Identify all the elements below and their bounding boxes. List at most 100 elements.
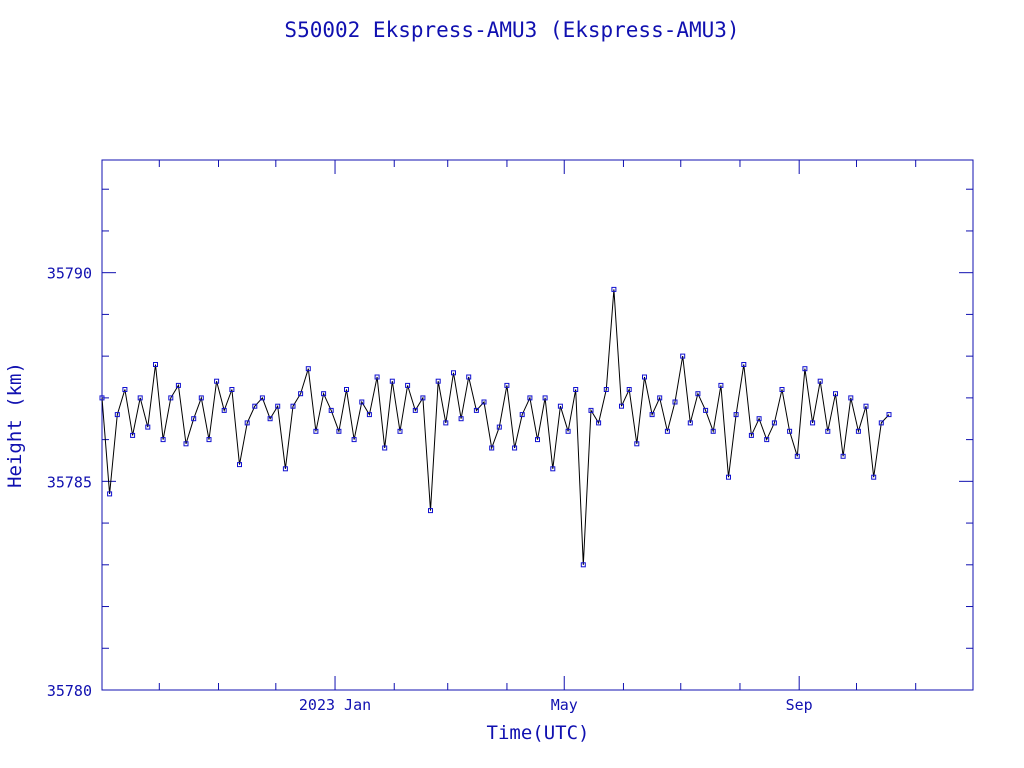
data-point <box>473 407 479 413</box>
y-tick-label: 35785 <box>47 473 92 491</box>
data-point <box>512 445 518 451</box>
y-tick-label: 35790 <box>47 265 92 283</box>
data-point <box>649 412 655 418</box>
data-point <box>573 387 579 392</box>
data-point <box>114 412 120 418</box>
data-point <box>695 391 701 397</box>
data-point <box>848 395 854 401</box>
axis-ticks <box>101 160 974 691</box>
data-point <box>519 412 525 418</box>
data-point <box>290 403 296 409</box>
data-point <box>741 362 747 367</box>
data-point <box>145 424 151 430</box>
data-point <box>611 286 617 292</box>
data-point <box>221 407 227 413</box>
data-point <box>756 416 762 422</box>
data-point <box>527 395 533 401</box>
data-point <box>833 391 838 397</box>
data-point <box>557 403 563 409</box>
data-point <box>175 382 181 388</box>
data-point <box>764 437 770 443</box>
data-point <box>130 432 136 438</box>
data-point <box>542 395 548 401</box>
data-point <box>878 420 884 426</box>
data-point <box>596 420 602 426</box>
data-point <box>733 412 739 418</box>
data-point <box>550 466 556 472</box>
x-tick-label: 2023 Jan <box>299 696 371 714</box>
data-point <box>825 428 831 434</box>
data-point <box>137 395 143 401</box>
data-point <box>504 382 510 388</box>
data-point <box>435 378 441 384</box>
data-point <box>214 378 220 384</box>
data-point <box>855 428 861 434</box>
data-point <box>153 362 158 367</box>
data-point <box>443 420 449 426</box>
data-point <box>802 366 808 372</box>
data-point <box>458 416 464 422</box>
data-point <box>298 391 304 397</box>
data-point <box>282 466 288 472</box>
data-point <box>428 508 433 514</box>
series-line <box>101 289 890 565</box>
data-point <box>642 374 647 380</box>
data-point <box>305 366 311 372</box>
data-point <box>863 403 869 409</box>
data-point <box>206 437 212 443</box>
data-point <box>481 399 487 405</box>
x-tick-label: Sep <box>786 696 813 714</box>
data-point <box>328 407 334 413</box>
data-point <box>871 474 877 480</box>
data-point <box>252 403 258 409</box>
data-point <box>680 353 686 359</box>
data-point <box>634 441 640 447</box>
data-point <box>183 441 189 447</box>
data-point <box>336 428 342 434</box>
y-axis-label: Height (km) <box>4 362 26 488</box>
data-point <box>451 370 456 376</box>
data-point <box>168 395 174 401</box>
x-axis-label: Time(UTC) <box>487 722 590 744</box>
data-point <box>405 382 411 388</box>
data-point <box>726 474 731 480</box>
plot-frame <box>101 159 974 691</box>
tick-labels: 35780 35785 35790 2023 Jan May Sep <box>47 265 813 714</box>
data-point <box>810 420 816 426</box>
data-point <box>466 374 472 380</box>
data-point <box>779 387 785 392</box>
data-point <box>565 428 571 434</box>
data-point <box>267 416 273 422</box>
data-point <box>771 420 777 426</box>
data-point <box>313 428 319 434</box>
data-point <box>748 432 754 438</box>
chart-title: S50002 Ekspress-AMU3 (Ekspress-AMU3) <box>284 18 739 42</box>
data-point <box>99 395 105 401</box>
data-point <box>657 395 663 401</box>
y-tick-label: 35780 <box>47 682 92 700</box>
data-point <box>382 445 388 451</box>
data-point <box>840 453 846 459</box>
data-point <box>619 403 624 409</box>
data-point <box>664 428 670 434</box>
data-point <box>412 407 418 413</box>
data-point <box>794 453 800 459</box>
data-point <box>244 420 250 426</box>
data-point <box>703 407 709 413</box>
data-point <box>580 562 586 568</box>
data-point <box>886 412 892 418</box>
data-point <box>626 387 632 392</box>
data-point <box>122 387 128 392</box>
data-point <box>107 491 113 497</box>
data-point <box>191 416 197 422</box>
data-point <box>366 412 372 418</box>
data-point <box>718 382 724 388</box>
data-point <box>259 395 265 401</box>
series-markers <box>99 286 892 568</box>
data-point <box>229 387 235 392</box>
data-point <box>397 428 403 434</box>
data-point <box>374 374 380 380</box>
data-point <box>321 391 327 397</box>
data-point <box>535 437 540 443</box>
